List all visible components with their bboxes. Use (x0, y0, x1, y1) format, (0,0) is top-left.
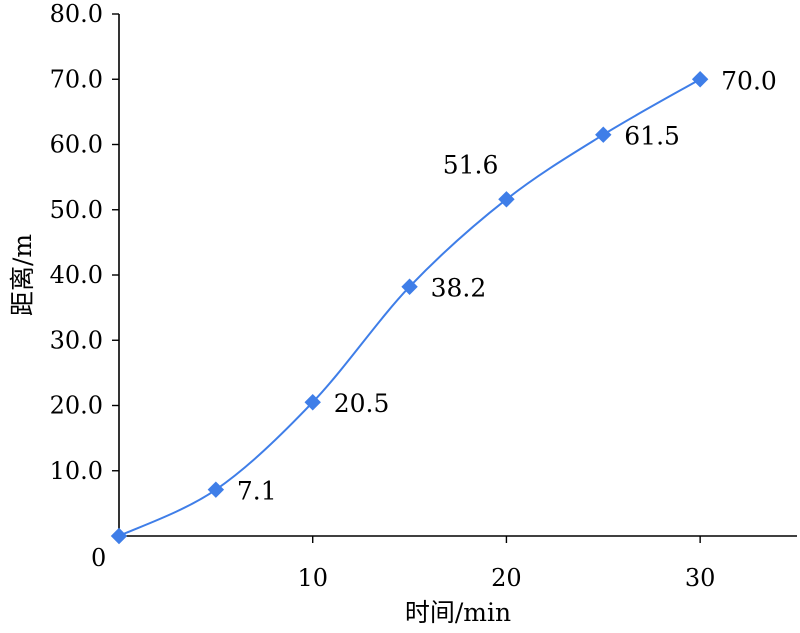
y-tick-label: 70.0 (50, 65, 103, 93)
y-tick-label: 50.0 (50, 196, 103, 224)
data-label: 70.0 (721, 66, 777, 95)
y-tick-label: 40.0 (50, 261, 103, 289)
data-label: 20.5 (334, 389, 390, 418)
x-tick-label: 10 (297, 564, 328, 592)
data-label: 38.2 (431, 274, 487, 303)
series-layer: 7.1 20.5 38.2 51.6 61.5 70.0 (110, 66, 777, 545)
y-tick-label: 80.0 (50, 0, 103, 28)
data-label: 7.1 (237, 477, 277, 506)
series-line (118, 78, 702, 537)
data-point-marker (304, 394, 321, 411)
data-point-marker (595, 126, 612, 143)
x-tick-label: 20 (491, 564, 522, 592)
y-tick-label: 60.0 (50, 131, 103, 159)
x-axis-title: 时间/min (405, 598, 511, 627)
ticks-layer: 10.0 20.0 30.0 40.0 50.0 60.0 70.0 80.0 10 20 30 (50, 0, 716, 592)
data-point-marker (691, 71, 709, 88)
data-point-marker (207, 481, 225, 498)
markers-layer (110, 71, 709, 545)
y-tick-label: 20.0 (50, 392, 103, 420)
y-tick-label: 30.0 (50, 326, 103, 354)
y-axis-title: 距离/m (8, 234, 37, 316)
data-point-marker (110, 527, 128, 545)
y-tick-label: 10.0 (50, 457, 103, 485)
data-labels-layer: 7.1 20.5 38.2 51.6 61.5 70.0 (237, 66, 777, 505)
data-label: 61.5 (624, 122, 680, 151)
origin-label: 0 (91, 544, 106, 572)
data-point-marker (401, 278, 418, 295)
x-tick-label: 30 (685, 564, 716, 592)
data-point-marker (498, 191, 515, 208)
data-label: 51.6 (443, 150, 499, 179)
